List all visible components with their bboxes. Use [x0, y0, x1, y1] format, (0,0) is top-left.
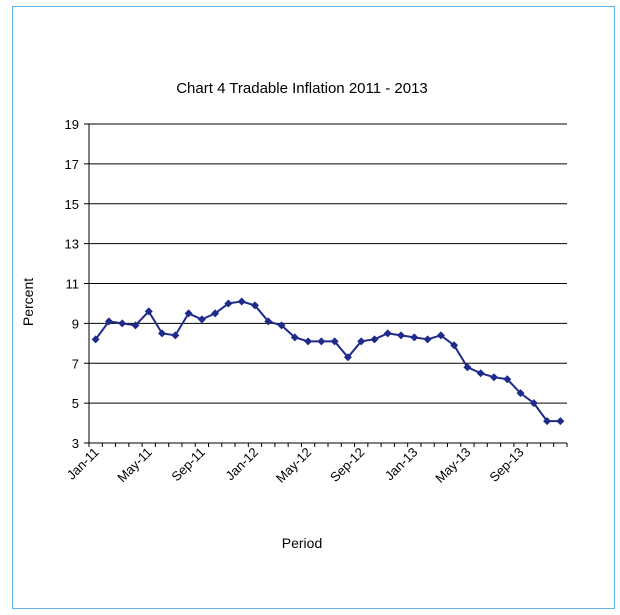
line-chart: Chart 4 Tradable Inflation 2011 - 2013 3…: [20, 80, 568, 551]
x-tick-label: Sep-13: [486, 445, 526, 485]
y-tick-label: 17: [65, 157, 79, 172]
data-point: [144, 307, 153, 316]
data-point: [516, 389, 525, 398]
x-tick-label: May-12: [273, 445, 314, 486]
y-tick-labels: 3 5 7 9 11 13 15 17 19: [65, 117, 79, 451]
data-point: [211, 309, 220, 318]
y-tick-label: 7: [72, 356, 79, 371]
data-point: [91, 335, 100, 344]
data-point: [489, 373, 498, 382]
data-point: [463, 363, 472, 372]
y-tick-label: 9: [72, 316, 79, 331]
y-tick-label: 5: [72, 396, 79, 411]
x-tick-label: May-13: [432, 445, 473, 486]
x-tick-label: Jan-12: [222, 445, 261, 484]
y-tick-label: 13: [65, 237, 79, 252]
chart-frame: Chart 4 Tradable Inflation 2011 - 2013 3…: [12, 6, 615, 609]
data-point: [264, 317, 273, 326]
data-point: [184, 309, 193, 318]
data-point: [543, 417, 552, 426]
data-point: [290, 333, 299, 342]
axes: [84, 123, 568, 447]
data-point: [450, 341, 459, 350]
data-point: [250, 301, 259, 310]
chart-title: Chart 4 Tradable Inflation 2011 - 2013: [176, 80, 428, 97]
data-point: [410, 333, 419, 342]
y-tick-label: 11: [66, 277, 80, 292]
x-tick-label: Jan-11: [64, 445, 102, 483]
data-point: [158, 329, 167, 338]
y-tick-label: 19: [65, 117, 79, 132]
y-tick-label: 15: [65, 197, 79, 212]
gridlines: [89, 123, 567, 404]
x-tick-labels: Jan-11 May-11 Sep-11 Jan-12 May-12 Sep-12 Jan-…: [64, 445, 527, 486]
data-point: [237, 297, 246, 306]
data-point: [529, 399, 538, 408]
data-point: [436, 331, 445, 340]
y-axis-label: Percent: [20, 278, 36, 326]
data-point: [397, 331, 406, 340]
data-point: [330, 337, 339, 346]
data-point: [104, 317, 113, 326]
x-axis-label: Period: [282, 535, 322, 551]
data-point: [277, 321, 286, 330]
x-tick-label: May-11: [114, 445, 155, 486]
y-tick-label: 3: [72, 436, 79, 451]
data-point: [304, 337, 313, 346]
data-point: [131, 321, 140, 330]
data-point: [317, 337, 326, 346]
data-point: [224, 299, 233, 308]
data-point: [423, 335, 432, 344]
data-point: [503, 375, 512, 384]
data-point: [197, 315, 206, 324]
data-point: [357, 337, 366, 346]
data-point: [171, 331, 180, 340]
data-point: [556, 417, 565, 426]
data-point: [343, 353, 352, 362]
data-point: [118, 319, 127, 328]
x-tick-label: Jan-13: [382, 445, 421, 484]
series-group: [91, 297, 565, 426]
data-point: [476, 369, 485, 378]
data-point: [370, 335, 379, 344]
x-tick-label: Sep-12: [327, 445, 367, 485]
data-point: [383, 329, 392, 338]
x-tick-label: Sep-11: [168, 445, 208, 485]
